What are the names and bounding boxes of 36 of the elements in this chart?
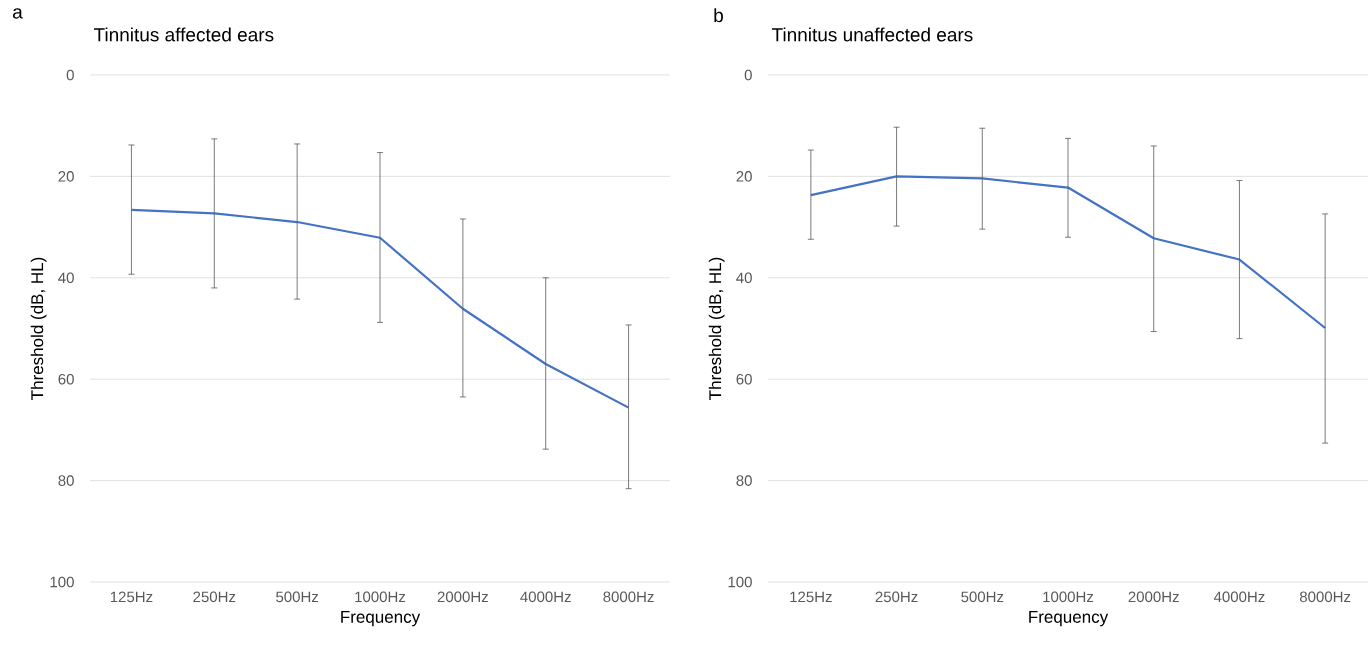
- x-axis-title: Frequency: [1029, 611, 1109, 627]
- y-tick-label: 80: [736, 475, 752, 486]
- chart-title: Tinnitus unaffected ears: [771, 27, 973, 42]
- y-tick-label: 60: [58, 373, 74, 385]
- x-tick-label: 4000Hz: [1213, 591, 1265, 603]
- x-tick-label: 250Hz: [193, 591, 236, 603]
- chart-title: Tinnitus affected ears: [93, 27, 274, 42]
- y-tick-label: 0: [744, 69, 752, 81]
- y-tick-label: 100: [728, 576, 752, 588]
- y-tick-label: 20: [58, 171, 74, 182]
- x-tick-label: 8000Hz: [603, 591, 654, 603]
- x-tick-label: 8000Hz: [1299, 591, 1351, 603]
- y-tick-label: 80: [58, 475, 74, 486]
- x-tick-label: 125Hz: [110, 591, 153, 603]
- x-tick-label: 250Hz: [875, 591, 918, 603]
- x-tick-label: 1000Hz: [1043, 591, 1094, 603]
- text: b: [714, 8, 723, 23]
- y-tick-label: 40: [736, 272, 752, 284]
- x-tick-label: 2000Hz: [437, 591, 488, 603]
- line-series: [130, 208, 630, 409]
- y-tick-label: 40: [58, 272, 74, 284]
- y-tick-label: 100: [50, 576, 74, 588]
- x-tick-label: 4000Hz: [520, 591, 571, 603]
- x-tick-label: 2000Hz: [1128, 591, 1179, 603]
- text: a: [12, 8, 23, 19]
- y-tick-label: 60: [736, 373, 752, 385]
- x-tick-label: 500Hz: [961, 591, 1004, 603]
- y-tick-label: 20: [736, 171, 752, 182]
- y-tick-label: 0: [66, 69, 74, 81]
- x-tick-label: 500Hz: [276, 591, 319, 603]
- x-axis-title: Frequency: [341, 611, 421, 627]
- y-axis-title: Threshold (dB, HL): [708, 257, 725, 400]
- x-tick-label: 125Hz: [790, 591, 832, 603]
- y-axis-title: Threshold (dB, HL): [30, 257, 47, 400]
- x-tick-label: 1000Hz: [355, 591, 406, 603]
- line-series: [809, 175, 1327, 330]
